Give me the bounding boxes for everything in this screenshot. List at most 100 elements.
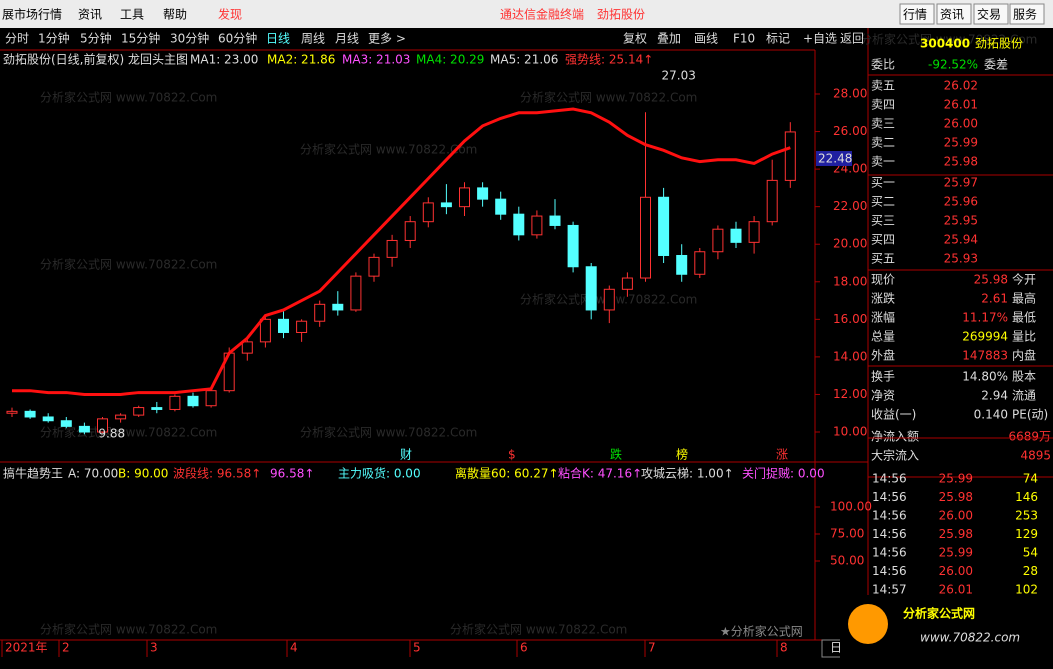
stat-label: PE(动): [1012, 408, 1048, 422]
tick-volume: 54: [1023, 546, 1038, 560]
candle-body: [404, 221, 416, 241]
top-button-box[interactable]: [936, 3, 972, 25]
period-tab[interactable]: 15分钟: [121, 31, 160, 46]
stat-label: 今开: [1012, 272, 1036, 287]
stat-value: 2.94: [981, 389, 1008, 403]
menu-item[interactable]: 帮助: [163, 8, 187, 22]
ratio-value: -92.52%: [928, 58, 978, 72]
candle-body: [694, 251, 706, 275]
tick-time: 14:56: [872, 472, 907, 486]
watermark: 分析家公式网 www.70822.Com: [300, 425, 477, 440]
book-label: 买五: [871, 252, 895, 266]
menu-item[interactable]: 展市场行情: [2, 7, 62, 22]
watermark: 分析家公式网 www.70822.Com: [520, 90, 697, 105]
x-label[interactable]: 日: [830, 641, 842, 655]
candle-body: [549, 215, 561, 226]
y-tick-label: 20.00: [833, 237, 867, 251]
book-label: 卖二: [871, 136, 895, 150]
marker[interactable]: 财: [400, 448, 412, 462]
tool-button[interactable]: +自选: [803, 32, 837, 46]
period-tab[interactable]: 5分钟: [80, 31, 112, 46]
tick-volume: 253: [1015, 509, 1038, 523]
x-label: 2: [62, 641, 70, 655]
book-price: 25.95: [944, 214, 978, 228]
menu-item[interactable]: 发现: [218, 7, 242, 22]
book-label: 卖一: [871, 155, 895, 169]
candle-body: [205, 390, 217, 407]
sub-legend: 波段线: 96.58↑: [173, 466, 261, 481]
candle-body: [241, 341, 253, 354]
candle-body: [314, 303, 326, 322]
tool-button[interactable]: F10: [733, 32, 755, 46]
stat-label: 现价: [871, 273, 895, 287]
top-button-box[interactable]: [899, 3, 935, 25]
book-price: 25.99: [944, 136, 978, 150]
period-tab[interactable]: 月线: [335, 32, 359, 46]
period-tab[interactable]: 30分钟: [170, 31, 209, 46]
period-tab[interactable]: 60分钟: [218, 31, 257, 46]
tick-time: 14:56: [872, 527, 907, 541]
x-label: 8: [780, 641, 788, 655]
main-legend: 强势线: 25.14↑: [565, 53, 653, 67]
marker[interactable]: $: [508, 448, 516, 462]
candle-body: [585, 266, 597, 311]
period-tab[interactable]: 周线: [301, 32, 325, 46]
period-tab[interactable]: 1分钟: [38, 31, 70, 46]
menu-item[interactable]: 工具: [120, 8, 144, 22]
tick-volume: 129: [1015, 527, 1038, 541]
top-button[interactable]: 服务: [1013, 7, 1037, 22]
strong-line: [12, 107, 791, 396]
sub-legend: B: 90.00: [118, 467, 168, 481]
top-button[interactable]: 行情: [903, 8, 927, 22]
period-tab[interactable]: 分时: [5, 32, 29, 46]
tick-time: 14:56: [872, 546, 907, 560]
top-button-box[interactable]: [973, 3, 1009, 25]
candle-body: [459, 187, 470, 208]
marker[interactable]: 榜: [676, 447, 688, 462]
tick-price: 25.99: [939, 546, 973, 560]
tool-button[interactable]: 复权: [623, 32, 647, 46]
stock-code: 300400: [920, 37, 970, 51]
candle-body: [187, 395, 199, 407]
tick-time: 14:56: [872, 509, 907, 523]
candle-body: [278, 318, 289, 333]
period-tab[interactable]: 日线: [266, 32, 290, 46]
top-button[interactable]: 交易: [977, 7, 1001, 22]
candle-body: [133, 407, 145, 416]
stat-label: 涨幅: [871, 310, 895, 325]
book-price: 25.98: [944, 155, 978, 169]
watermark: 分析家公式网 www.70822.Com: [40, 257, 217, 272]
tick-volume: 28: [1023, 564, 1038, 578]
book-label: 买一: [871, 176, 895, 190]
book-label: 买四: [871, 233, 895, 247]
x-label: 7: [648, 641, 656, 655]
sub-legend: 攻城云梯: 1.00↑: [641, 467, 734, 481]
workspace: [0, 28, 1053, 665]
watermark: 分析家公式网 www.70822.Com: [40, 90, 217, 105]
stat-label: 最低: [1012, 311, 1036, 325]
top-button[interactable]: 资讯: [940, 8, 964, 22]
candle-body: [24, 410, 36, 418]
tool-button[interactable]: 叠加: [657, 32, 681, 46]
sub-y-tick-label: 50.00: [830, 554, 864, 568]
tool-button[interactable]: 标记: [766, 32, 790, 46]
sub-legend: 主力吸货: 0.00: [338, 466, 421, 481]
stock-name: 劲拓股份: [975, 37, 1023, 51]
book-label: 卖三: [871, 117, 895, 131]
main-legend: 劲拓股份(日线,前复权) 龙回头主图: [3, 52, 188, 67]
tick-time: 14:57: [872, 583, 907, 597]
tick-price: 25.98: [939, 527, 973, 541]
candle-body: [712, 228, 724, 253]
period-tab[interactable]: 更多 >: [368, 32, 406, 46]
candle-body: [386, 239, 398, 258]
tick-price: 26.01: [939, 583, 973, 597]
marker[interactable]: 跌: [610, 447, 622, 462]
tool-button[interactable]: 返回: [840, 32, 864, 46]
menu-item[interactable]: 资讯: [78, 8, 102, 22]
app-title: 劲拓股份: [597, 8, 645, 22]
top-button-box[interactable]: [1009, 3, 1045, 25]
marker[interactable]: 涨: [776, 447, 788, 462]
tick-time: 14:56: [872, 564, 907, 578]
book-label: 买三: [871, 214, 895, 228]
tool-button[interactable]: 画线: [694, 32, 718, 46]
